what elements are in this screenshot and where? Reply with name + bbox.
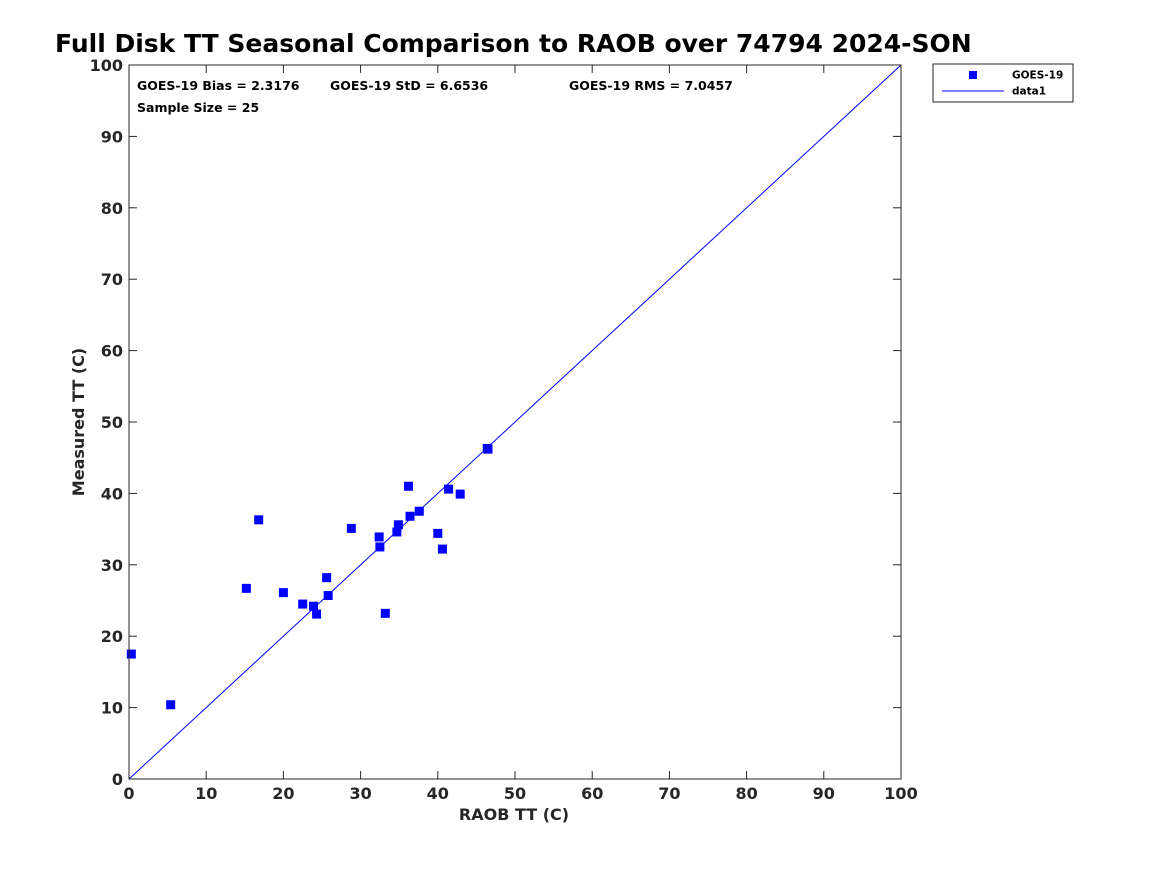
x-tick-label: 50 [504,784,526,803]
x-axis: 0 10 20 30 40 50 60 70 80 90 100 [123,65,918,803]
y-tick-label: 60 [101,342,123,361]
data-point [374,532,384,542]
y-tick-label: 20 [101,627,123,646]
data-point [483,444,493,454]
x-tick-label: 0 [123,784,134,803]
data-point [166,700,176,710]
x-axis-label: RAOB TT (C) [459,805,569,824]
data-point [444,484,454,494]
x-tick-label: 100 [884,784,917,803]
x-tick-label: 40 [427,784,449,803]
legend-marker-goes19 [969,71,977,79]
y-tick-label: 40 [101,484,123,503]
axes: 0 10 20 30 40 50 60 70 80 90 100 0 10 20 30 40 50 60 70 80… [90,56,918,803]
data-point [393,520,403,530]
x-tick-label: 30 [349,784,371,803]
y-axis-label: Measured TT (C) [69,348,88,496]
x-tick-label: 10 [195,784,217,803]
y-tick-label: 30 [101,556,123,575]
x-tick-label: 60 [581,784,603,803]
data-point [323,591,333,601]
data-point [298,599,308,609]
y-tick-label: 80 [101,199,123,218]
bias-annotation: GOES-19 Bias = 2.3176 [137,78,300,93]
x-tick-label: 70 [658,784,680,803]
data-point [437,544,447,554]
data-point [346,523,356,533]
legend-label-goes19: GOES-19 [1012,70,1063,82]
plot-area [126,64,902,780]
data-point [392,527,402,537]
rms-annotation: GOES-19 RMS = 7.0457 [569,78,733,93]
legend: GOES-19 data1 [932,63,1074,103]
series-data1-line [128,64,902,780]
y-tick-label: 100 [90,56,123,75]
y-tick-label: 90 [101,127,123,146]
data-point [254,515,264,525]
data-point [278,588,288,598]
legend-box [932,63,1074,103]
y-tick-label: 50 [101,413,123,432]
data-point [403,481,413,491]
x-tick-label: 20 [272,784,294,803]
data-point [312,609,322,619]
std-annotation: GOES-19 StD = 6.6536 [330,78,488,93]
data-point [433,528,443,538]
data-point [309,601,319,611]
data-point [375,542,385,552]
y-tick-label: 70 [101,270,123,289]
x-tick-label: 80 [735,784,757,803]
y-tick-label: 0 [112,770,123,789]
y-axis: 0 10 20 30 40 50 60 70 80 90 100 [90,56,901,789]
y-tick-label: 10 [101,699,123,718]
data-point [126,649,136,659]
x-tick-label: 90 [813,784,835,803]
data-point [455,489,465,499]
sample-size-annotation: Sample Size = 25 [137,100,259,115]
data-point [241,583,251,593]
data-point [380,608,390,618]
data-point [414,506,424,516]
chart-title: Full Disk TT Seasonal Comparison to RAOB… [55,29,972,58]
data-point [405,511,415,521]
data-point [322,573,332,583]
legend-label-data1: data1 [1012,86,1046,98]
